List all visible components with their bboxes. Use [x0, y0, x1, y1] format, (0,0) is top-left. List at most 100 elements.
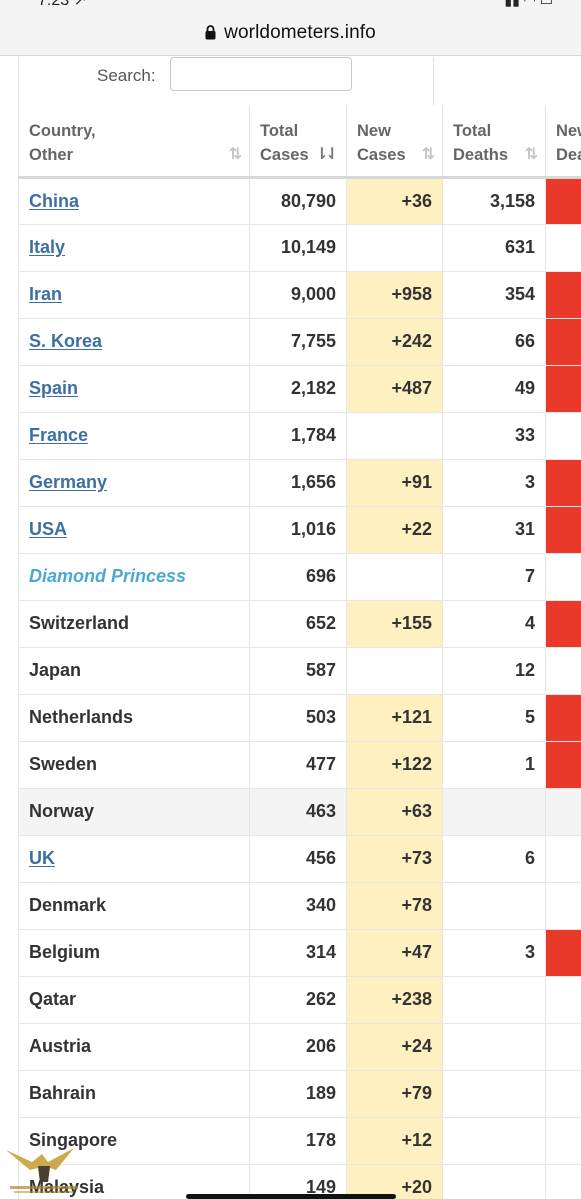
country-cell[interactable]: Diamond Princess [18, 553, 250, 601]
column-header-line: New [556, 122, 581, 140]
table-row: Italy 10,149 631 [18, 224, 581, 272]
country-name: Austria [29, 1036, 92, 1056]
table-row: Switzerland 652 +155 4 [18, 600, 581, 648]
country-cell: Netherlands [18, 694, 250, 742]
new-deaths-cell [545, 177, 581, 225]
new-cases-cell: +958 [346, 271, 443, 319]
country-link[interactable]: Iran [29, 284, 63, 304]
country-cell[interactable]: France [18, 412, 250, 460]
new-cases-cell: +91 [346, 459, 443, 507]
sort-icon[interactable]: ⇂⇃ [315, 146, 339, 163]
column-header-line: Total [453, 122, 492, 140]
table-row: Norway 463 +63 [18, 788, 581, 836]
total-deaths-cell [442, 1023, 546, 1071]
new-cases-cell: +22 [346, 506, 443, 554]
total-deaths-cell [442, 976, 546, 1024]
country-cell[interactable]: USA [18, 506, 250, 554]
new-deaths-cell [545, 1117, 581, 1165]
country-name: Norway [29, 801, 95, 821]
new-cases-cell: +63 [346, 788, 443, 836]
new-cases-cell: +12 [346, 1117, 443, 1165]
column-header[interactable]: Total Cases ⇂⇃ [249, 105, 347, 179]
column-header[interactable]: Total Deaths ⇅ [442, 105, 546, 179]
table-row: Bahrain 189 +79 [18, 1070, 581, 1118]
country-cell[interactable]: Germany [18, 459, 250, 507]
country-name: Denmark [29, 895, 107, 915]
sort-icon[interactable]: ⇅ [524, 146, 539, 163]
column-header[interactable]: Country, Other ⇅ [18, 105, 250, 179]
sort-icon[interactable]: ⇅ [228, 146, 243, 163]
total-deaths-cell: 3 [442, 929, 546, 977]
country-cell[interactable]: Iran [18, 271, 250, 319]
new-cases-cell [346, 647, 443, 695]
table-header-row: Country, Other ⇅ Total Cases ⇂⇃ New Cases ⇅ Total… [18, 105, 581, 179]
sort-icon[interactable]: ⇅ [421, 146, 436, 163]
new-deaths-cell [545, 412, 581, 460]
table-row: Netherlands 503 +121 5 [18, 694, 581, 742]
country-name: Switzerland [29, 613, 130, 633]
table-row: Austria 206 +24 [18, 1023, 581, 1071]
column-header-line: Cases [357, 146, 406, 164]
total-cases-cell: 314 [249, 929, 347, 977]
country-link[interactable]: USA [29, 519, 68, 539]
country-cell[interactable]: S. Korea [18, 318, 250, 366]
column-header-line: Other [29, 146, 74, 164]
country-cell[interactable]: Italy [18, 224, 250, 272]
new-deaths-cell [545, 788, 581, 836]
table-row: Belgium 314 +47 3 [18, 929, 581, 977]
total-cases-cell: 262 [249, 976, 347, 1024]
new-cases-cell [346, 553, 443, 601]
new-cases-cell: +122 [346, 741, 443, 789]
column-header[interactable]: New Dea [545, 105, 581, 179]
country-cell: Japan [18, 647, 250, 695]
new-cases-cell: +238 [346, 976, 443, 1024]
new-deaths-cell [545, 741, 581, 789]
new-deaths-cell [545, 1023, 581, 1071]
table-row: Germany 1,656 +91 3 [18, 459, 581, 507]
coronavirus-table: Country, Other ⇅ Total Cases ⇂⇃ New Cases ⇅ Total… [18, 105, 581, 1199]
new-deaths-cell [545, 224, 581, 272]
total-cases-cell: 340 [249, 882, 347, 930]
total-cases-cell: 587 [249, 647, 347, 695]
new-deaths-cell [545, 600, 581, 648]
country-link[interactable]: UK [29, 848, 55, 868]
table-row: Qatar 262 +238 [18, 976, 581, 1024]
new-cases-cell: +24 [346, 1023, 443, 1071]
total-cases-cell: 463 [249, 788, 347, 836]
country-name[interactable]: Diamond Princess [29, 566, 187, 586]
country-cell: Sweden [18, 741, 250, 789]
table-row: Spain 2,182 +487 49 [18, 365, 581, 413]
country-cell: Denmark [18, 882, 250, 930]
new-cases-cell: +487 [346, 365, 443, 413]
country-link[interactable]: Spain [29, 378, 79, 398]
browser-address-bar[interactable]: 7:23 ↗ ▮▮ ◠ ▭ worldometers.info [0, 0, 581, 56]
new-deaths-cell [545, 1070, 581, 1118]
column-header[interactable]: New Cases ⇅ [346, 105, 443, 179]
total-deaths-cell: 49 [442, 365, 546, 413]
new-deaths-cell [545, 506, 581, 554]
country-link[interactable]: China [29, 190, 80, 211]
total-cases-cell: 178 [249, 1117, 347, 1165]
total-deaths-cell: 631 [442, 224, 546, 272]
country-cell[interactable]: UK [18, 835, 250, 883]
url-text: worldometers.info [224, 21, 376, 43]
country-cell[interactable]: China [18, 177, 250, 225]
search-input[interactable] [170, 57, 352, 91]
home-indicator [186, 1194, 396, 1199]
country-cell: Austria [18, 1023, 250, 1071]
new-deaths-cell [545, 1164, 581, 1199]
status-time: 7:23 ↗ [38, 0, 87, 9]
total-cases-cell: 189 [249, 1070, 347, 1118]
country-link[interactable]: S. Korea [29, 331, 103, 351]
country-cell[interactable]: Spain [18, 365, 250, 413]
total-deaths-cell: 4 [442, 600, 546, 648]
country-link[interactable]: Germany [29, 472, 108, 492]
table-row: Denmark 340 +78 [18, 882, 581, 930]
cases-table: Country, Other ⇅ Total Cases ⇂⇃ New Cases ⇅ Total… [18, 105, 581, 1199]
new-cases-cell: +155 [346, 600, 443, 648]
new-cases-cell: +79 [346, 1070, 443, 1118]
new-cases-cell: +242 [346, 318, 443, 366]
total-cases-cell: 7,755 [249, 318, 347, 366]
country-link[interactable]: Italy [29, 237, 66, 257]
country-link[interactable]: France [29, 425, 89, 445]
